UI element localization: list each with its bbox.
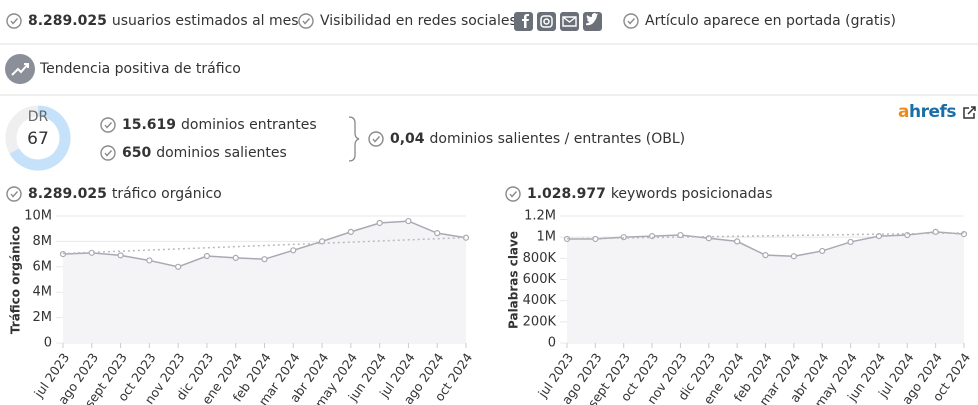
check-icon	[623, 13, 639, 29]
area	[567, 231, 964, 343]
point	[434, 230, 441, 237]
check-icon	[6, 13, 22, 29]
y-tick-label: 0	[548, 336, 556, 351]
instagram-icon[interactable]	[537, 12, 556, 31]
point	[620, 234, 627, 241]
link-label: dominios entrantes	[181, 117, 317, 133]
heading-label: keywords posicionadas	[611, 186, 773, 202]
y-tick-label: 2M	[33, 310, 53, 325]
y-tick-label: 600K	[523, 272, 557, 287]
point	[347, 228, 354, 235]
obl-value: 0,04	[390, 131, 425, 147]
stat-label: usuarios estimados al mes	[112, 13, 299, 29]
facebook-icon[interactable]	[514, 12, 533, 31]
point	[847, 238, 854, 246]
point	[405, 217, 412, 225]
point	[146, 257, 153, 264]
point	[563, 235, 571, 243]
point	[819, 247, 826, 255]
check-icon	[100, 117, 116, 133]
point	[261, 256, 268, 263]
stat-label: Artículo aparece en portada (gratis)	[645, 13, 896, 29]
y-tick-label: 6M	[33, 259, 53, 274]
link-value: 15.619	[122, 117, 176, 133]
y-tick-label: 1.2M	[524, 209, 556, 224]
trend-label: Tendencia positiva de tráfico	[39, 61, 241, 77]
trend-arrow	[24, 63, 29, 68]
y-tick-label: 0	[44, 336, 52, 351]
check-icon	[368, 131, 384, 147]
check-icon	[6, 186, 22, 202]
point	[232, 254, 239, 262]
point	[677, 231, 684, 239]
check-icon	[298, 13, 314, 29]
point	[734, 238, 741, 245]
point	[762, 252, 769, 259]
dr-arc	[9, 105, 71, 171]
point	[117, 252, 124, 259]
heading-value: 8.289.025	[28, 186, 107, 202]
chart: 8.289.025 tráfico orgánico Tráfico orgánic…	[6, 186, 475, 405]
y-tick-label: 800K	[523, 251, 557, 266]
heading-label: tráfico orgánico	[112, 186, 222, 202]
brand-logo[interactable]: ahrefs	[898, 102, 957, 122]
link-label: dominios salientes	[156, 145, 287, 161]
point	[175, 263, 182, 270]
y-tick-label: 4M	[33, 285, 53, 300]
y-tick-label: 10M	[24, 209, 52, 224]
dr-label: DR	[28, 109, 49, 125]
check-icon	[100, 145, 116, 161]
chart-heading: 1.028.977 keywords posicionadas	[527, 186, 773, 202]
chart-heading: 8.289.025 tráfico orgánico	[28, 186, 222, 202]
brace	[348, 116, 360, 162]
y-tick-label: 1M	[537, 230, 557, 245]
stat: 8.289.025 usuarios estimados al mes	[28, 13, 299, 29]
link-stat: 15.619 dominios entrantes	[122, 117, 317, 133]
y-tick-label: 400K	[523, 293, 557, 308]
chart: 1.028.977 keywords posicionadas Palabras c…	[505, 186, 973, 405]
link-value: 650	[122, 145, 151, 161]
heading-value: 1.028.977	[527, 186, 606, 202]
point	[790, 253, 797, 260]
y-axis-label: Palabras clave	[507, 231, 521, 329]
social-icons	[514, 12, 602, 31]
link-stat: 650 dominios salientes	[122, 145, 287, 161]
y-tick-label: 8M	[33, 234, 53, 249]
trend-arrow	[11, 63, 29, 76]
check-icon	[505, 186, 521, 202]
external-link-icon[interactable]	[963, 106, 976, 119]
y-axis-label: Tráfico orgánico	[9, 226, 23, 334]
point	[932, 228, 939, 235]
obl-stat: 0,04 dominios salientes / entrantes (OBL)	[390, 131, 685, 147]
dr-value: 67	[27, 129, 49, 149]
obl-label: dominios salientes / entrantes (OBL)	[430, 131, 686, 147]
point	[203, 252, 211, 260]
point	[376, 219, 383, 227]
stat-label: Visibilidad en redes sociales	[320, 13, 517, 29]
area	[63, 221, 466, 343]
trend-icon	[5, 54, 35, 84]
charts: 8.289.025 tráfico orgánico Tráfico orgánic…	[6, 186, 973, 405]
point	[290, 247, 297, 254]
stat-value: 8.289.025	[28, 13, 107, 29]
trend-line	[566, 232, 965, 240]
trend-line	[62, 236, 467, 255]
y-tick-label: 200K	[523, 314, 557, 329]
